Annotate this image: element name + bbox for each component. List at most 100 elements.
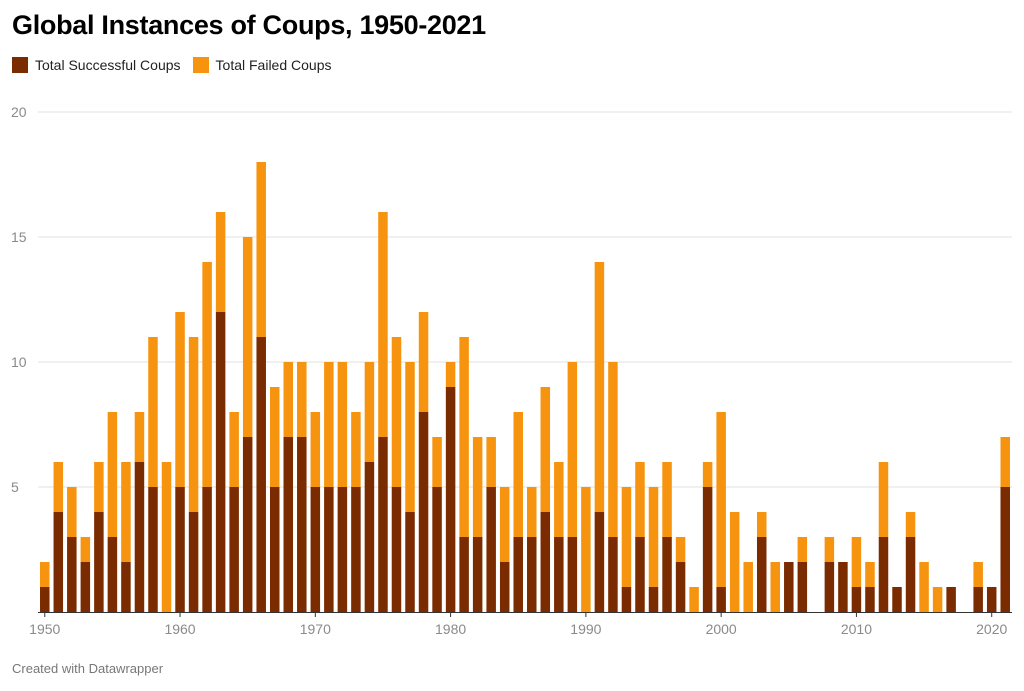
bar-failed-1961 [188,337,199,512]
bar-failed-2021 [1000,437,1010,487]
bar-failed-2003 [756,512,767,537]
bar-successful-1995 [648,587,659,612]
bar-successful-1986 [527,537,537,612]
x-tick-label-1950: 1950 [29,621,60,637]
bar-successful-2005 [784,562,794,612]
bar-successful-1958 [148,487,158,612]
bar-successful-1964 [229,487,239,612]
bar-failed-1969 [297,362,307,437]
bar-failed-1998 [689,587,699,612]
bar-successful-1978 [418,412,429,612]
bar-failed-1992 [608,362,618,537]
bar-failed-1981 [459,337,469,537]
x-tick-label-1980: 1980 [435,621,466,637]
bar-failed-1985 [513,412,523,537]
bar-failed-2006 [797,537,808,562]
bar-successful-1979 [432,487,442,612]
x-tick-label-2020: 2020 [976,621,1007,637]
bar-successful-2000 [716,587,726,612]
legend-item-failed[interactable]: Total Failed Coups [192,57,332,73]
bar-failed-1986 [527,487,537,537]
bar-failed-2014 [905,512,916,537]
bar-successful-2008 [824,562,835,612]
bar-successful-1981 [459,537,469,612]
bar-successful-1954 [94,512,104,612]
bar-failed-1962 [202,262,212,487]
footer-credit: Created with Datawrapper [12,661,164,676]
bar-successful-1960 [175,487,185,612]
bar-successful-2010 [851,587,862,612]
legend: Total Successful Coups Total Failed Coup… [12,57,343,73]
bar-failed-1978 [418,312,429,412]
bar-failed-1996 [662,462,672,537]
bar-successful-1950 [40,587,50,612]
bar-failed-1960 [175,312,185,487]
bar-failed-2016 [932,587,943,612]
bar-failed-1958 [148,337,158,487]
y-tick-label-15: 15 [11,229,27,245]
bar-successful-1992 [608,537,618,612]
bar-successful-1971 [324,487,334,612]
bar-successful-2014 [905,537,916,612]
bar-failed-1980 [445,362,456,387]
bar-successful-1966 [256,337,266,612]
legend-item-successful[interactable]: Total Successful Coups [12,57,181,73]
bar-successful-1988 [554,537,564,612]
bar-failed-1967 [269,387,280,487]
legend-label-failed: Total Failed Coups [215,57,332,73]
bar-failed-2015 [919,562,929,612]
bar-failed-1979 [432,437,442,487]
bar-failed-2008 [824,537,835,562]
bar-successful-1991 [594,512,605,612]
bar-successful-2017 [946,587,956,612]
bar-failed-1989 [567,362,578,537]
bar-successful-2013 [892,587,902,612]
bar-failed-1963 [215,212,226,312]
bar-successful-2003 [756,537,767,612]
x-tick-label-1960: 1960 [164,621,195,637]
bar-failed-1976 [391,337,402,487]
bar-failed-2001 [729,512,740,612]
bar-failed-2010 [851,537,862,587]
bar-successful-1977 [405,512,415,612]
bar-failed-1965 [242,237,253,437]
bar-failed-1954 [94,462,104,512]
bar-failed-1973 [351,412,361,487]
bar-successful-1974 [364,462,375,612]
bar-successful-1984 [499,562,510,612]
x-tick-label-2000: 2000 [706,621,737,637]
legend-label-successful: Total Successful Coups [35,57,181,73]
chart-title: Global Instances of Coups, 1950-2021 [12,10,486,40]
bar-successful-1996 [662,537,672,612]
bar-failed-1955 [107,412,118,537]
bar-successful-1957 [134,462,145,612]
bar-successful-1967 [269,487,280,612]
bar-failed-2000 [716,412,726,587]
bar-failed-1990 [581,487,591,612]
bar-successful-1953 [80,562,91,612]
bar-failed-1952 [67,487,77,537]
bar-failed-1951 [53,462,64,512]
bar-successful-1961 [188,512,199,612]
legend-swatch-failed [192,57,209,73]
bar-failed-1988 [554,462,564,537]
bar-successful-1955 [107,537,118,612]
bar-failed-1999 [702,462,713,487]
bar-failed-1975 [378,212,388,437]
bar-failed-1974 [364,362,375,462]
bar-successful-1982 [472,537,483,612]
bar-successful-1976 [391,487,402,612]
bar-successful-2009 [838,562,848,612]
bar-successful-1980 [445,387,456,612]
bar-successful-2012 [878,537,889,612]
bar-failed-1968 [283,362,294,437]
bar-failed-1970 [310,412,321,487]
bar-successful-1999 [702,487,713,612]
bar-successful-1970 [310,487,321,612]
bar-successful-1952 [67,537,77,612]
bar-successful-1962 [202,487,212,612]
bar-failed-1959 [161,462,172,612]
bar-successful-1994 [635,537,645,612]
bar-failed-1957 [134,412,145,462]
